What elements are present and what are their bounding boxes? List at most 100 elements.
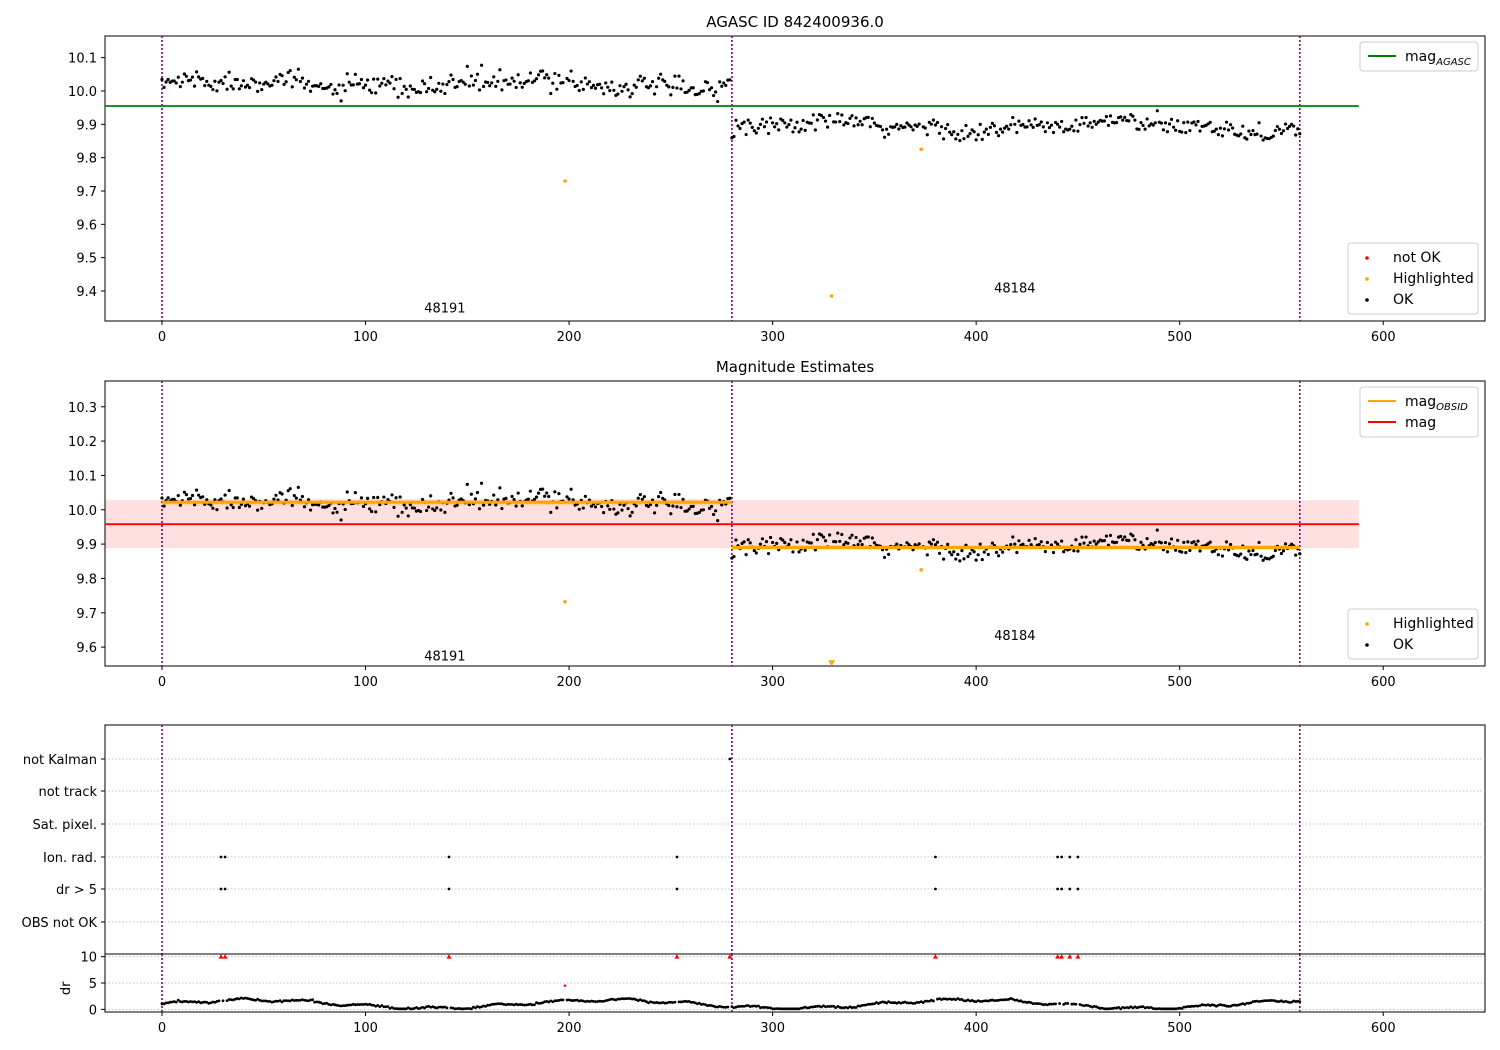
ok-point bbox=[282, 82, 286, 86]
ok-point bbox=[685, 509, 689, 513]
ok-point bbox=[925, 553, 929, 557]
ok-point bbox=[398, 495, 402, 499]
ok-point bbox=[787, 542, 791, 546]
ok-point bbox=[968, 132, 972, 136]
ok-point bbox=[463, 82, 467, 86]
dr-point bbox=[1202, 1003, 1206, 1007]
dr-point bbox=[624, 997, 628, 1001]
dr-point bbox=[1188, 1005, 1192, 1008]
dr-point bbox=[315, 1000, 319, 1004]
dr-clipped-marker bbox=[674, 954, 680, 959]
dr-point bbox=[376, 1004, 380, 1007]
ok-point bbox=[992, 124, 997, 128]
y-tick-label: 10.1 bbox=[68, 52, 97, 67]
ok-point bbox=[443, 91, 447, 96]
ok-point bbox=[292, 75, 296, 79]
dr-point bbox=[360, 1002, 363, 1006]
ok-point bbox=[701, 508, 706, 512]
ok-point bbox=[785, 125, 789, 129]
ok-point bbox=[345, 72, 349, 76]
dr-point bbox=[777, 1007, 781, 1011]
legend: magAGASC bbox=[1359, 41, 1479, 72]
ok-point bbox=[962, 137, 966, 141]
ok-point bbox=[964, 123, 968, 128]
ok-point bbox=[300, 76, 305, 80]
ok-point bbox=[526, 79, 530, 83]
ok-point bbox=[711, 93, 716, 98]
ok-point bbox=[858, 119, 862, 123]
dr-point bbox=[445, 1006, 449, 1010]
ok-point bbox=[467, 84, 471, 88]
dr-point bbox=[278, 999, 282, 1003]
dr-point bbox=[508, 1002, 512, 1006]
dr-point bbox=[1139, 1005, 1143, 1009]
ok-point bbox=[1039, 540, 1043, 544]
y-tick-label: 9.4 bbox=[76, 285, 97, 300]
x-tick-label: 300 bbox=[760, 675, 785, 690]
ok-point bbox=[514, 504, 518, 508]
dr-point bbox=[640, 999, 644, 1003]
ok-point bbox=[828, 533, 832, 537]
dr-point bbox=[795, 1007, 799, 1011]
dr-point bbox=[1064, 1001, 1068, 1005]
ok-point bbox=[669, 512, 673, 516]
flag-point bbox=[1060, 855, 1064, 859]
dr-point bbox=[553, 999, 557, 1003]
ok-point bbox=[455, 85, 459, 89]
ok-point bbox=[887, 552, 891, 556]
highlighted-point bbox=[919, 568, 923, 572]
ok-point bbox=[520, 85, 524, 89]
ok-point bbox=[372, 495, 376, 500]
ok-point bbox=[626, 88, 630, 92]
ok-point bbox=[1165, 130, 1170, 134]
ok-point bbox=[986, 552, 990, 557]
ok-point bbox=[860, 542, 864, 547]
ok-point bbox=[223, 493, 227, 497]
dr-point bbox=[907, 1001, 911, 1005]
dr-point bbox=[1066, 1002, 1070, 1005]
ok-point bbox=[819, 113, 824, 118]
ok-point bbox=[420, 79, 425, 83]
ok-point bbox=[732, 555, 736, 559]
ok-point bbox=[571, 79, 575, 83]
ok-point bbox=[893, 125, 897, 129]
dr-point bbox=[358, 1003, 361, 1006]
flag-point bbox=[1068, 887, 1072, 891]
flag-point bbox=[675, 887, 679, 891]
ok-point bbox=[429, 75, 433, 80]
ok-point bbox=[882, 555, 887, 560]
ok-point bbox=[172, 497, 176, 501]
flag-point bbox=[1056, 887, 1059, 891]
ok-point bbox=[475, 72, 480, 76]
ok-point bbox=[764, 120, 769, 124]
obsid-label: 48184 bbox=[994, 282, 1035, 297]
ok-point bbox=[903, 125, 907, 129]
ok-point bbox=[1176, 119, 1180, 123]
ok-point bbox=[815, 538, 819, 542]
ok-point bbox=[308, 89, 313, 93]
dr-point bbox=[176, 998, 180, 1002]
ok-point bbox=[353, 490, 357, 495]
ok-point bbox=[368, 507, 372, 511]
legend-label: not OK bbox=[1393, 250, 1441, 266]
ok-point bbox=[1082, 541, 1086, 545]
dr-point bbox=[730, 1005, 734, 1008]
y-tick-label: 10.3 bbox=[68, 401, 97, 416]
ok-point bbox=[976, 553, 980, 557]
ok-point bbox=[569, 487, 573, 491]
dr-point bbox=[355, 1003, 359, 1006]
dr-point bbox=[565, 998, 569, 1002]
ok-point bbox=[628, 514, 632, 518]
ok-point bbox=[205, 79, 209, 83]
flag-point bbox=[934, 887, 937, 891]
dr-point bbox=[1221, 1003, 1224, 1007]
ok-point bbox=[1127, 119, 1131, 123]
ok-point bbox=[948, 550, 952, 554]
x-tick-label: 0 bbox=[158, 675, 166, 690]
ok-point bbox=[341, 83, 345, 87]
ok-point bbox=[966, 554, 970, 559]
ok-point bbox=[681, 497, 685, 501]
ok-point bbox=[762, 125, 767, 129]
ok-point bbox=[789, 538, 793, 542]
legend-label-subscript: AGASC bbox=[1435, 57, 1471, 68]
